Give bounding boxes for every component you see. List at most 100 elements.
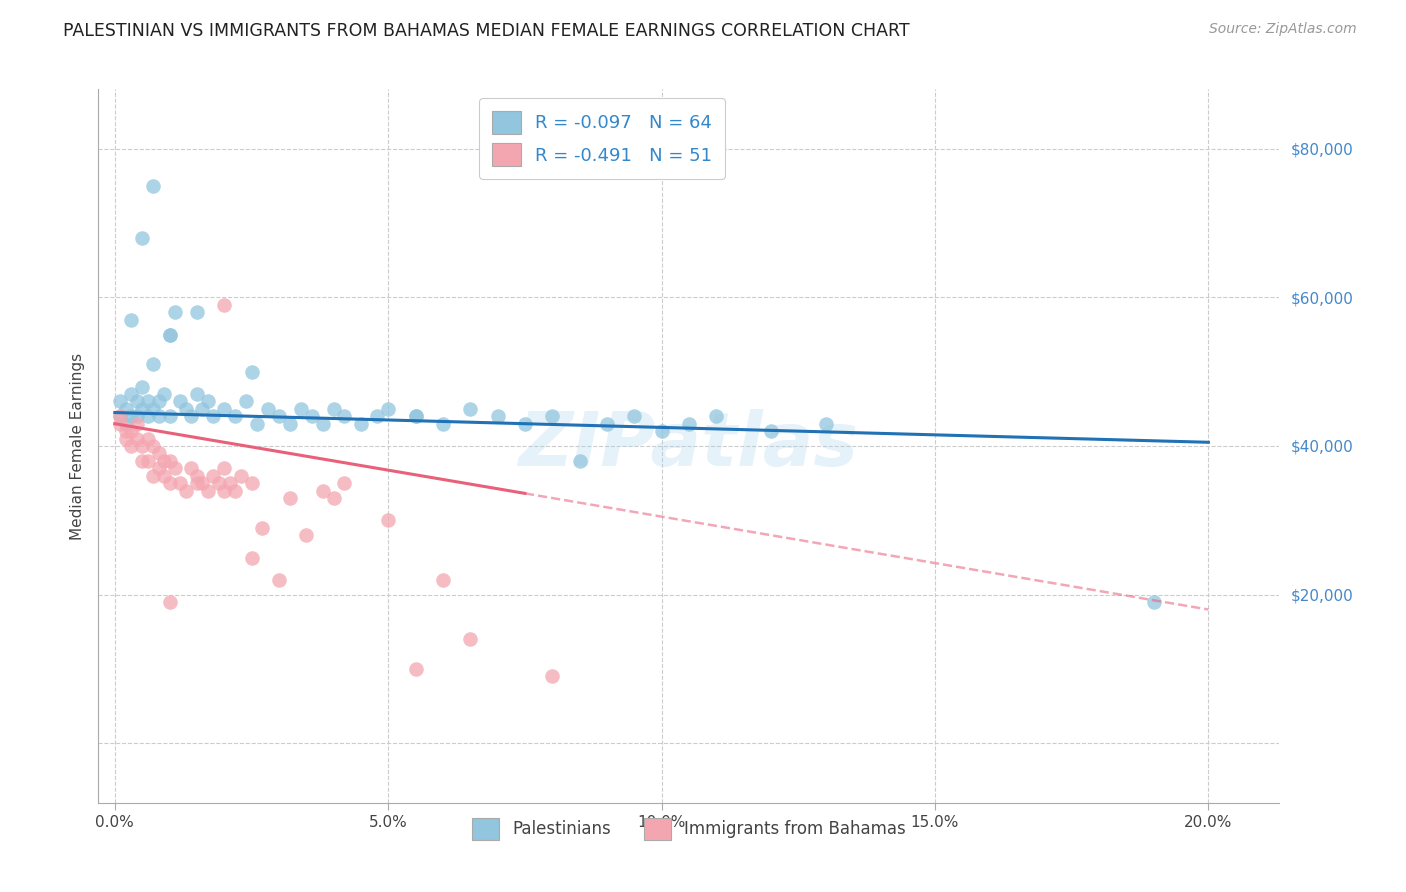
Point [114,424,136,438]
Point [1143,595,1166,609]
Point [148,394,170,409]
Point [136,454,159,468]
Point [405,409,427,424]
Point [311,483,333,498]
Point [131,454,153,468]
Point [159,409,181,424]
Point [125,417,148,431]
Point [224,483,246,498]
Point [208,476,231,491]
Point [114,401,136,416]
Point [131,231,153,245]
Point [541,409,564,424]
Point [623,409,645,424]
Point [814,417,837,431]
Point [541,669,564,683]
Point [163,305,186,319]
Point [290,401,312,416]
Point [295,528,318,542]
Point [131,401,153,416]
Point [186,387,208,401]
Point [704,409,727,424]
Point [202,409,225,424]
Point [377,513,399,527]
Point [136,432,159,446]
Y-axis label: Median Female Earnings: Median Female Earnings [69,352,84,540]
Point [163,461,186,475]
Point [142,357,165,371]
Point [678,417,700,431]
Point [366,409,388,424]
Point [186,305,208,319]
Point [568,454,591,468]
Point [301,409,323,424]
Point [148,446,170,460]
Point [432,573,454,587]
Point [159,327,181,342]
Point [148,461,170,475]
Point [432,417,454,431]
Point [191,401,214,416]
Point [142,439,165,453]
Point [278,417,301,431]
Point [110,409,132,424]
Point [159,595,181,609]
Point [136,394,159,409]
Point [169,476,191,491]
Point [180,409,202,424]
Point [212,298,235,312]
Point [174,483,197,498]
Point [120,387,142,401]
Point [159,476,181,491]
Point [229,468,252,483]
Point [759,424,782,438]
Point [333,476,356,491]
Point [125,432,148,446]
Point [131,439,153,453]
Point [120,312,142,326]
Point [486,409,509,424]
Point [235,394,257,409]
Point [405,409,427,424]
Point [267,409,290,424]
Point [212,483,235,498]
Point [142,178,165,193]
Point [240,365,263,379]
Point [114,417,136,431]
Point [148,409,170,424]
Point [240,550,263,565]
Point [458,401,481,416]
Text: Source: ZipAtlas.com: Source: ZipAtlas.com [1209,22,1357,37]
Point [212,461,235,475]
Point [110,417,132,431]
Point [159,327,181,342]
Point [197,394,219,409]
Point [322,401,344,416]
Point [252,521,274,535]
Point [246,417,269,431]
Point [186,468,208,483]
Point [278,491,301,505]
Point [191,476,214,491]
Point [142,401,165,416]
Legend: Palestinians, Immigrants from Bahamas: Palestinians, Immigrants from Bahamas [464,810,914,848]
Point [197,483,219,498]
Point [311,417,333,431]
Text: ZIPatlas: ZIPatlas [519,409,859,483]
Point [136,409,159,424]
Point [125,409,148,424]
Point [153,468,176,483]
Point [651,424,673,438]
Point [120,424,142,438]
Point [513,417,536,431]
Point [120,409,142,424]
Point [240,476,263,491]
Point [120,439,142,453]
Point [142,468,165,483]
Point [350,417,373,431]
Point [153,387,176,401]
Point [180,461,202,475]
Point [458,632,481,647]
Text: PALESTINIAN VS IMMIGRANTS FROM BAHAMAS MEDIAN FEMALE EARNINGS CORRELATION CHART: PALESTINIAN VS IMMIGRANTS FROM BAHAMAS M… [63,22,910,40]
Point [218,476,240,491]
